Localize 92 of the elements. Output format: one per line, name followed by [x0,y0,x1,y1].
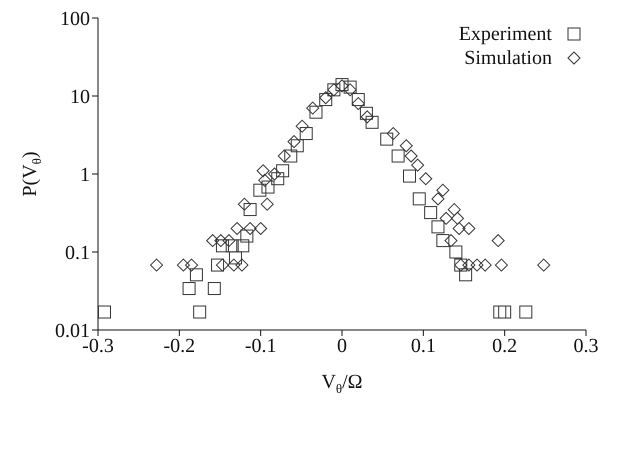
point [98,306,112,319]
point [403,170,416,183]
point [306,102,320,115]
point [208,282,221,296]
point [227,258,240,272]
point [404,150,418,163]
point [452,222,466,236]
x-axis-title: V$_{θ}$/Ω [321,371,363,396]
point [366,116,379,129]
y-tick-label: 0.01 [55,320,90,342]
point [352,93,365,106]
x-tick-label: 0.1 [410,335,436,358]
point [261,180,274,194]
point [211,258,224,272]
point [537,258,550,272]
point [238,198,251,211]
point [462,222,476,236]
point [386,127,400,140]
legend-label: Simulation [464,46,552,70]
point [176,258,190,272]
point [253,184,266,197]
x-tick-label: 0.2 [492,335,518,358]
point [268,168,281,180]
point [206,234,220,248]
point [462,258,476,272]
point [182,282,196,296]
legend-label: Experiment [458,22,552,46]
point [436,234,450,248]
y-tick-label: 0.1 [65,242,90,264]
y-tick-label: 1 [80,164,90,186]
point [449,246,462,258]
point [411,158,424,172]
x-tick-label: -0.2 [163,335,196,358]
point [216,239,229,252]
point [392,150,405,163]
point [412,192,426,206]
point [360,110,374,124]
point [436,184,450,197]
point [309,106,322,119]
point [431,220,444,234]
point [400,139,413,152]
point [271,172,284,186]
point [519,306,532,319]
point [498,306,512,319]
y-tick-label: 10 [70,86,90,108]
point [185,258,198,272]
point [380,132,394,146]
point [150,258,164,272]
point [493,306,506,319]
point [459,268,472,282]
point [352,97,365,110]
point [450,212,464,225]
point [244,203,257,216]
point [226,239,239,252]
point [193,306,206,319]
y-tick-label: 100 [60,8,90,30]
point [190,268,203,282]
point [290,139,304,152]
point [244,222,257,236]
point [288,135,301,148]
point [344,80,357,94]
point [235,258,248,272]
point [230,222,244,236]
point [431,192,444,206]
x-tick-label: -0.1 [244,335,277,358]
point [492,234,505,248]
point [444,234,458,248]
point [300,127,313,140]
x-tick-label: 0.3 [574,335,598,358]
point [236,239,250,252]
point [240,230,254,243]
point [448,203,461,216]
point [228,251,242,264]
point [419,172,432,186]
x-tick-label: 0 [337,335,347,358]
point [494,258,508,272]
point [278,150,291,163]
point [258,174,272,187]
point [260,198,274,211]
point [360,106,373,120]
point [296,120,309,133]
point [256,164,270,178]
point [470,258,484,272]
point [276,164,290,178]
point [284,150,298,163]
point [214,234,228,248]
point [440,212,453,225]
point [254,222,268,236]
point [478,258,492,272]
point [424,206,438,220]
point [216,258,229,272]
point [222,234,236,248]
